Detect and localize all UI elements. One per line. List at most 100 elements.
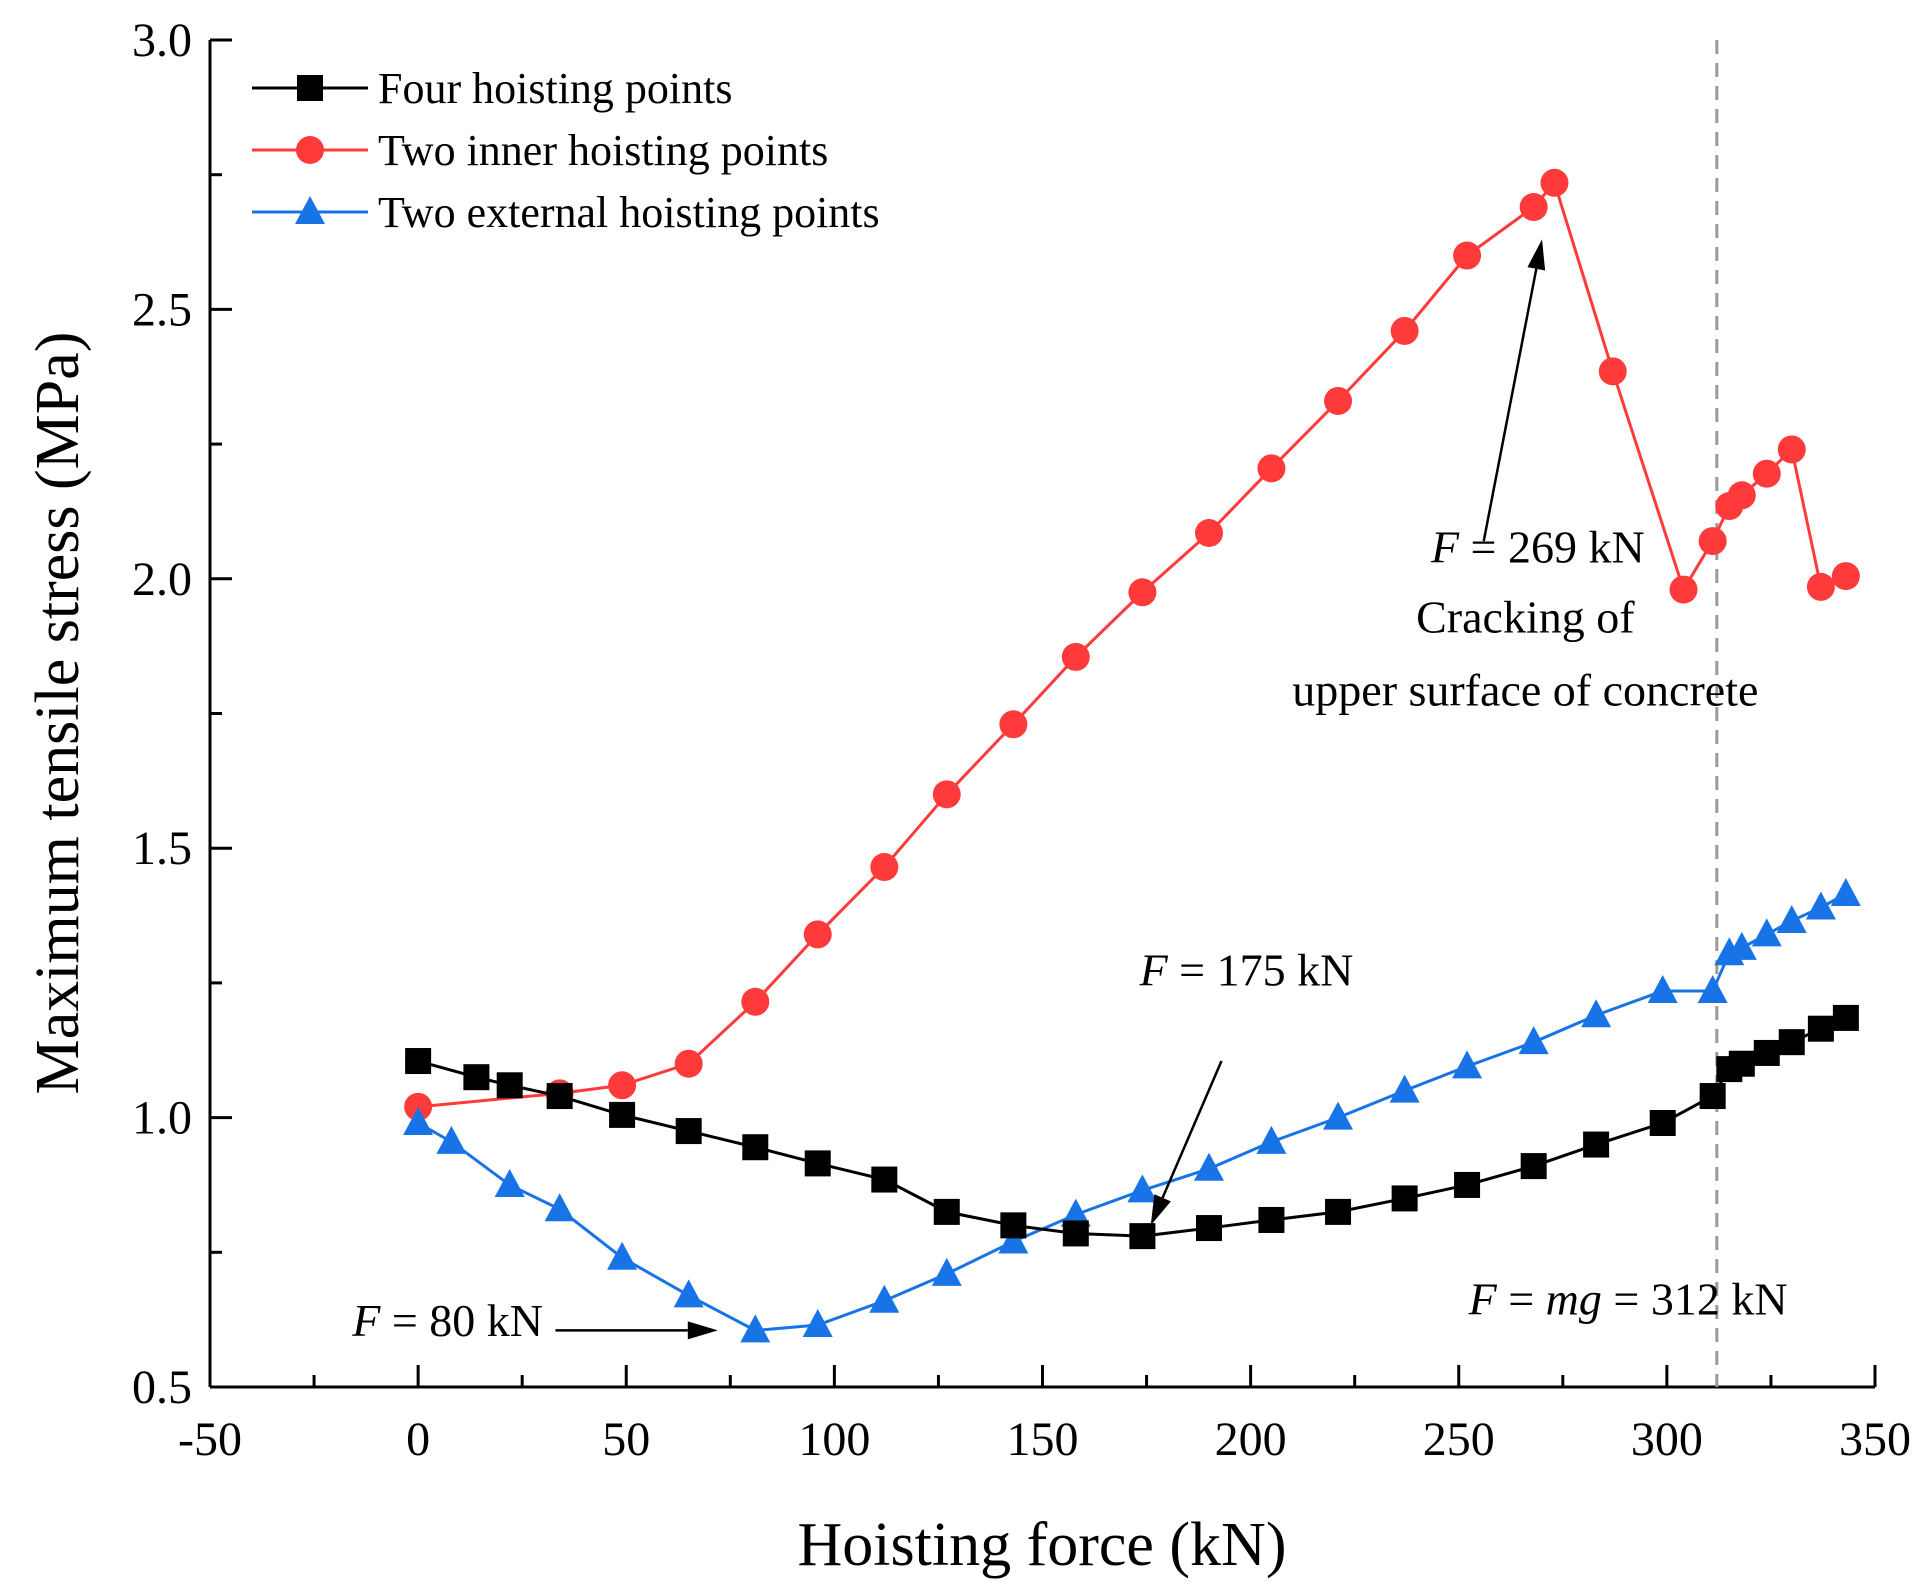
data-point	[1598, 357, 1627, 386]
x-tick-label: 300	[1631, 1413, 1703, 1466]
annotation-variable: F	[1430, 522, 1460, 573]
data-point	[1805, 891, 1836, 920]
data-point	[1257, 454, 1286, 483]
series-square	[405, 1004, 1859, 1250]
data-point	[1520, 1153, 1547, 1180]
legend: Four hoisting points Two inner hoisting p…	[252, 64, 880, 237]
data-point	[675, 1118, 702, 1145]
data-point	[1389, 1074, 1420, 1103]
data-point	[871, 1166, 898, 1193]
data-point	[932, 780, 961, 809]
data-point	[1127, 1174, 1158, 1203]
annotation-text: F = mg = 312 kN	[1468, 1273, 1788, 1324]
data-point	[1778, 1029, 1805, 1056]
data-point	[1519, 193, 1548, 222]
legend-label: Two external hoisting points	[378, 188, 880, 237]
series-layer	[403, 168, 1861, 1343]
data-point	[931, 1257, 962, 1286]
data-point	[609, 1101, 636, 1128]
legend-marker	[295, 196, 325, 224]
y-axis-title: Maximum tensile stress (MPa)	[24, 332, 92, 1095]
x-tick-label: -50	[178, 1413, 242, 1466]
data-point	[742, 1134, 769, 1161]
annotation-value: =	[1497, 1273, 1546, 1324]
y-tick-label: 1.5	[132, 822, 192, 875]
data-point	[1452, 1050, 1483, 1079]
x-tick-label: 350	[1839, 1413, 1911, 1466]
data-point	[1583, 1131, 1610, 1158]
data-point	[1256, 1125, 1287, 1154]
annotations: F = 269 kN Cracking of upper surface of co…	[351, 522, 1787, 1346]
annotation-text: F = 269 kN	[1430, 522, 1645, 573]
data-point	[1000, 1212, 1027, 1239]
data-point	[1777, 435, 1806, 464]
data-point	[463, 1064, 490, 1091]
data-point	[496, 1072, 523, 1099]
data-point	[870, 853, 899, 882]
data-point	[1649, 1109, 1676, 1136]
annotation-text: upper surface of concrete	[1292, 664, 1758, 715]
data-point	[1324, 386, 1353, 415]
data-point	[804, 1150, 831, 1177]
data-point	[1806, 572, 1835, 601]
annotation-arrow-head	[1150, 1194, 1171, 1226]
series-line	[417, 179, 1847, 1109]
annotation-value: = 175 kN	[1168, 945, 1354, 996]
data-point	[1258, 1206, 1285, 1233]
data-point	[1581, 999, 1612, 1028]
data-point	[740, 1314, 771, 1343]
annotation-value: = 80 kN	[380, 1295, 543, 1346]
legend-marker	[297, 75, 323, 101]
data-point	[1807, 1015, 1834, 1042]
y-tick-label: 2.5	[132, 283, 192, 336]
series-triangle	[403, 877, 1861, 1343]
data-point	[999, 710, 1028, 739]
data-point	[1060, 1198, 1091, 1227]
x-axis-title: Hoisting force (kN)	[798, 1511, 1287, 1579]
data-point	[802, 1309, 833, 1338]
data-point	[673, 1279, 704, 1308]
data-point	[1726, 931, 1757, 960]
data-point	[1647, 974, 1678, 1003]
data-point	[544, 1193, 575, 1222]
axis-ticks: -50 0 50 100 150 200 250 300 350 0.5 1.0 1.5 2.0 2.5 3…	[132, 14, 1911, 1466]
legend-marker	[296, 136, 324, 164]
data-point	[1540, 168, 1569, 197]
annotation-arrow-head	[687, 1321, 718, 1340]
x-tick-label: 200	[1215, 1413, 1287, 1466]
legend-item-triangle: Two external hoisting points	[252, 188, 880, 237]
data-point	[608, 1071, 637, 1100]
data-point	[998, 1225, 1029, 1254]
data-point	[1194, 1152, 1224, 1181]
annotation-variable: F	[1468, 1273, 1498, 1324]
data-point	[1062, 1220, 1089, 1247]
data-point	[1776, 904, 1807, 933]
data-point	[1830, 877, 1861, 906]
data-point	[1129, 1223, 1156, 1250]
x-tick-label: 100	[798, 1413, 870, 1466]
data-point	[1698, 527, 1727, 556]
annotation-arrow-line	[1161, 1060, 1223, 1199]
x-tick-label: 250	[1423, 1413, 1495, 1466]
annotation-arrow-head	[1527, 239, 1546, 271]
annotation-value: Cracking of	[1416, 592, 1635, 643]
x-tick-label: 50	[602, 1413, 650, 1466]
data-point	[1752, 459, 1781, 488]
annotation-variable: mg	[1546, 1273, 1602, 1324]
data-point	[1697, 974, 1728, 1003]
annotation-text: Cracking of	[1416, 592, 1635, 643]
data-point	[933, 1198, 960, 1225]
x-tick-label: 150	[1007, 1413, 1079, 1466]
legend-item-square: Four hoisting points	[252, 64, 733, 113]
data-point	[1753, 1039, 1780, 1066]
x-tick-label: 0	[406, 1413, 430, 1466]
data-point	[1454, 1171, 1481, 1198]
y-tick-label: 2.0	[132, 553, 192, 606]
data-point	[1128, 578, 1157, 607]
annotation-text: F = 175 kN	[1139, 945, 1354, 996]
data-point	[1323, 1101, 1354, 1130]
legend-item-circle: Two inner hoisting points	[252, 126, 828, 175]
data-point	[1453, 241, 1482, 270]
data-point	[1195, 519, 1223, 548]
